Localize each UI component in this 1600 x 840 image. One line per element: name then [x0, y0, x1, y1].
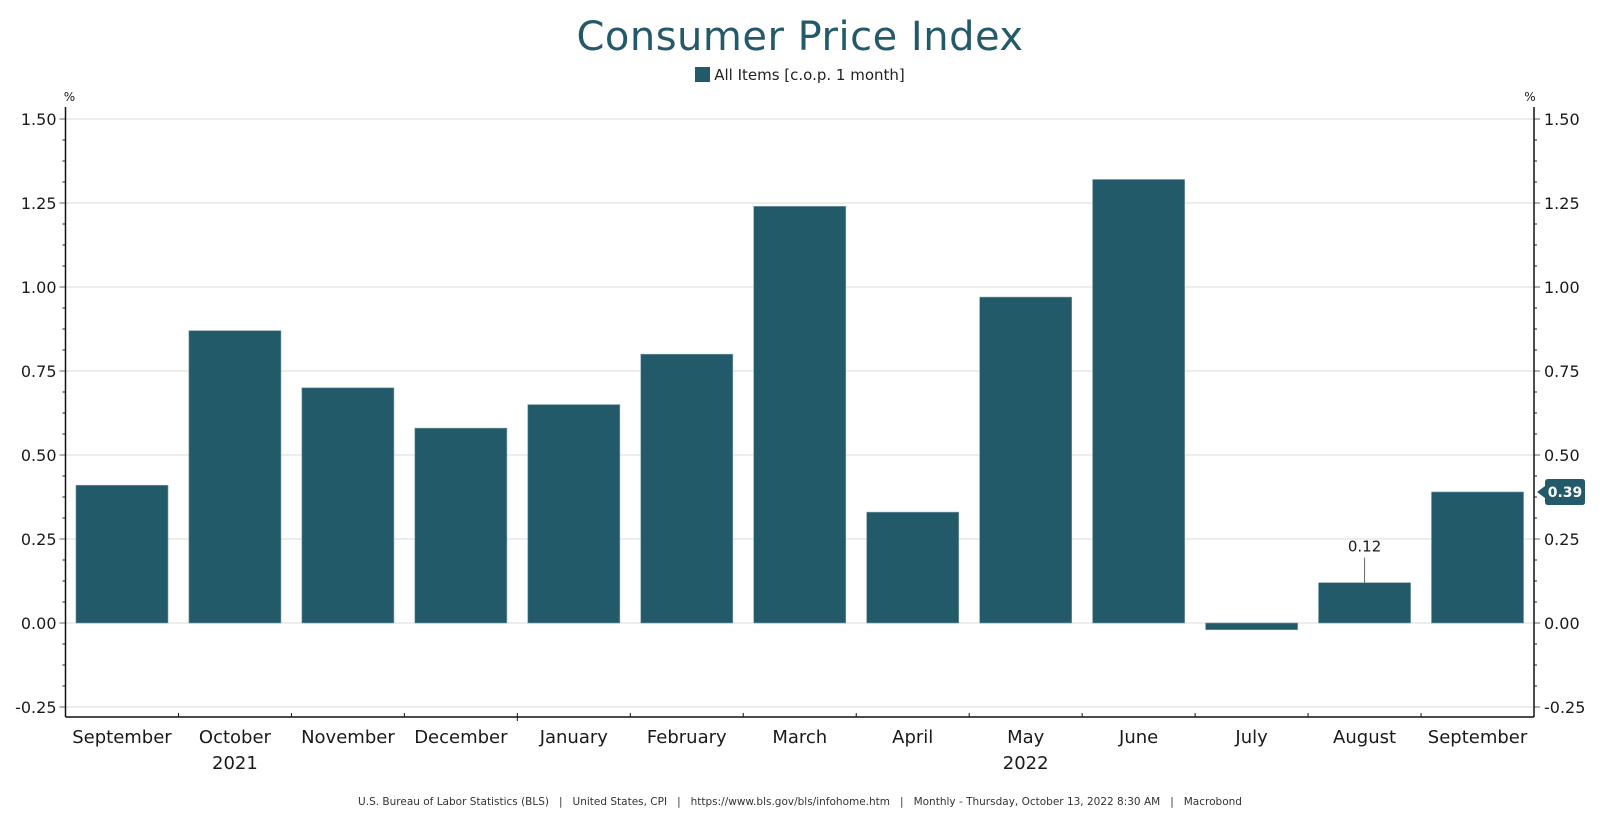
source-footer: U.S. Bureau of Labor Statistics (BLS) | Un… — [0, 796, 1600, 808]
bar — [1205, 622, 1298, 631]
last-value-tag-shape — [1537, 478, 1585, 505]
y-unit-label-right: % — [1524, 90, 1535, 104]
axis-labels: 1.50 1.50 1.25 1.25 1.00 1.00 0.75 0.75 0.50 0.50… — [15, 90, 1585, 774]
x-year-label: 2022 — [1003, 753, 1049, 774]
legend: All Items [c.o.p. 1 month] — [0, 66, 1600, 84]
bar — [979, 296, 1073, 624]
x-tick-label: August — [1333, 727, 1396, 748]
footer-url[interactable]: https://www.bls.gov/bls/infohome.htm — [690, 796, 891, 808]
bar — [866, 511, 960, 624]
y-tick-label-right: -0.25 — [1544, 698, 1585, 717]
footer-separator: | — [900, 796, 904, 808]
footer-series: United States, CPI — [572, 796, 668, 808]
footer-separator: | — [558, 796, 563, 808]
y-tick-label-left: -0.25 — [15, 698, 56, 717]
y-tick-label-right: 0.25 — [1544, 530, 1580, 549]
chart-title: Consumer Price Index — [576, 14, 1024, 60]
x-tick-label: December — [414, 727, 508, 748]
data-label: 0.12 — [1348, 538, 1381, 556]
bar — [1092, 179, 1185, 624]
x-tick-label: September — [72, 727, 172, 748]
bar — [75, 484, 169, 624]
last-value-tag: 0.39 — [1537, 478, 1585, 505]
footer-source: U.S. Bureau of Labor Statistics (BLS) — [358, 796, 549, 808]
footer-release: Monthly - Thursday, October 13, 2022 8:3… — [913, 796, 1161, 808]
x-tick-label: October — [199, 727, 272, 748]
y-tick-label-left: 1.25 — [21, 194, 57, 213]
x-tick-label: April — [892, 727, 933, 748]
x-tick-label: July — [1234, 727, 1268, 748]
bars — [75, 179, 1524, 631]
x-tick-label: March — [772, 727, 827, 748]
footer-separator: | — [1170, 796, 1174, 808]
y-tick-label-left: 0.75 — [21, 362, 57, 381]
bar — [640, 353, 734, 624]
y-tick-label-left: 0.25 — [21, 530, 57, 549]
legend-swatch — [695, 67, 711, 82]
y-tick-label-right: 0.00 — [1544, 614, 1580, 633]
y-tick-label-right: 1.25 — [1544, 194, 1580, 213]
y-tick-label-left: 0.00 — [21, 614, 57, 633]
bar — [1431, 491, 1524, 624]
y-tick-label-left: 1.00 — [21, 278, 57, 297]
y-tick-label-left: 0.50 — [21, 446, 57, 465]
x-tick-label: January — [539, 727, 609, 748]
y-tick-label-right: 1.50 — [1544, 110, 1580, 129]
annotations: 0.12 0.39 — [1348, 478, 1585, 583]
x-tick-label: June — [1118, 727, 1158, 748]
last-value-tag-label: 0.39 — [1548, 485, 1583, 501]
footer-separator: | — [677, 796, 681, 808]
y-tick-label-right: 0.75 — [1544, 362, 1580, 381]
y-tick-label-right: 1.00 — [1544, 278, 1580, 297]
legend-label: All Items [c.o.p. 1 month] — [714, 66, 905, 84]
bar — [753, 206, 847, 624]
bar — [188, 330, 282, 624]
bar — [414, 427, 508, 624]
x-year-label: 2021 — [212, 753, 258, 774]
x-tick-label: February — [647, 727, 727, 748]
y-tick-label-left: 1.50 — [21, 110, 57, 129]
bar — [527, 404, 621, 624]
x-tick-label: May — [1007, 727, 1045, 748]
bar — [301, 387, 395, 624]
x-tick-label: September — [1428, 727, 1528, 748]
y-unit-label-left: % — [64, 90, 75, 104]
footer-provider: Macrobond — [1183, 796, 1242, 808]
axes — [59, 107, 1540, 721]
y-tick-label-right: 0.50 — [1544, 446, 1580, 465]
bar — [1318, 582, 1411, 624]
x-tick-label: November — [301, 727, 395, 748]
